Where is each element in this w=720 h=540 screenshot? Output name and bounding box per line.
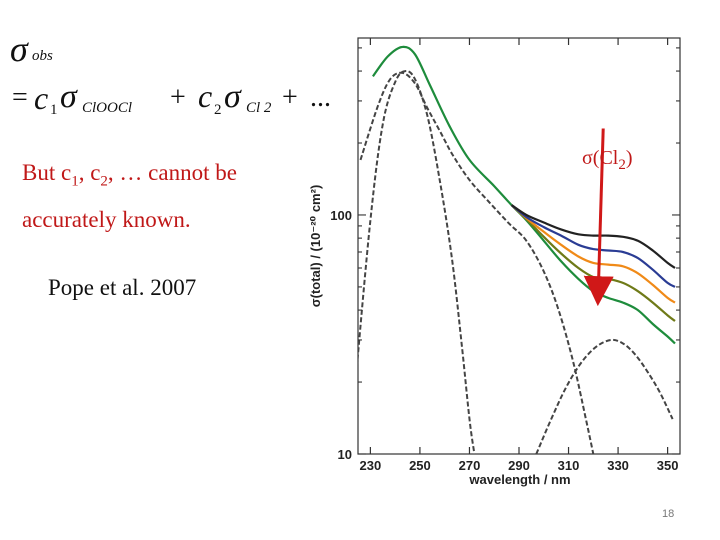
plus-sign-2: + xyxy=(282,82,298,113)
y-tick-label: 10 xyxy=(338,447,352,462)
x-tick-label: 270 xyxy=(459,458,481,473)
series-line-total-orange xyxy=(510,204,676,304)
series-line-ClOOCl-component xyxy=(359,71,595,454)
ellipsis: ... xyxy=(310,82,331,113)
x-tick-label: 350 xyxy=(657,458,679,473)
citation: Pope et al. 2007 xyxy=(48,275,197,300)
slide-number: 18 xyxy=(662,508,675,520)
x-tick-label: 310 xyxy=(558,458,580,473)
sigma-obs-subscript: obs xyxy=(32,48,53,64)
cross-section-chart: 230 250 270 290 310 330 350 100 10 wavelength / … xyxy=(300,20,700,495)
sigma-cl2-subscript: Cl 2 xyxy=(246,100,272,116)
x-tick-label: 290 xyxy=(508,458,530,473)
y-tick-label: 100 xyxy=(330,208,352,223)
sigma-cl2-label: σ(Cl2) xyxy=(582,147,633,173)
sigma-clooci-subscript: ClOOCl xyxy=(82,100,133,116)
x-axis-title: wavelength / nm xyxy=(468,472,570,487)
note-line-1: But c1, c2, … cannot be xyxy=(22,160,237,190)
c1-symbol: c xyxy=(34,80,49,116)
plot-area-frame xyxy=(357,37,681,455)
sigma-clooci-symbol: σ xyxy=(60,78,77,115)
c1-subscript: 1 xyxy=(50,102,58,118)
series-line-total-green xyxy=(372,45,676,345)
series-line-narrow-band-component xyxy=(358,70,476,454)
plus-sign-1: + xyxy=(170,82,186,113)
series-line-Cl2-component xyxy=(535,338,674,454)
y-axis-title: σ(total) / (10⁻²⁰ cm²) xyxy=(308,185,323,308)
chart-svg: 230 250 270 290 310 330 350 100 10 wavelength / … xyxy=(308,37,681,487)
c2-subscript: 2 xyxy=(214,102,222,118)
x-tick-label: 250 xyxy=(409,458,431,473)
note-line-2: accurately known. xyxy=(22,207,191,232)
x-tick-label: 330 xyxy=(607,458,629,473)
equals-sign: = xyxy=(12,82,28,113)
x-tick-label: 230 xyxy=(360,458,382,473)
sigma-obs-symbol: σ xyxy=(10,29,28,69)
equation: σ obs = c 1 σ ClOOCl + c 2 σ Cl 2 + ... xyxy=(10,28,350,128)
c2-symbol: c xyxy=(198,78,213,114)
sigma-cl2-symbol: σ xyxy=(224,78,241,115)
cl2-arrow xyxy=(583,128,614,307)
